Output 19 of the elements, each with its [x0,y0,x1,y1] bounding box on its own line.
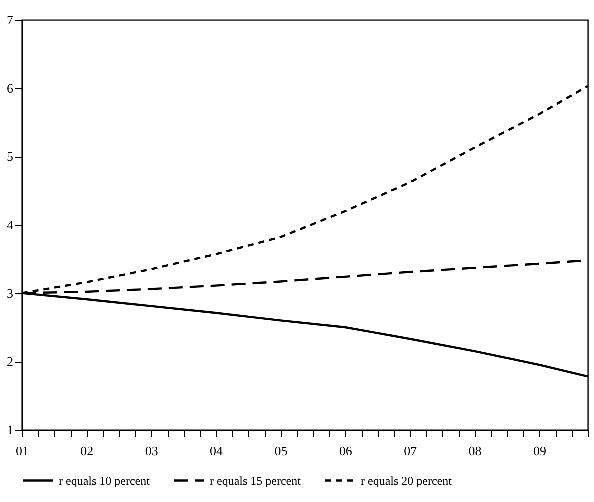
y-tick-label: 4 [7,218,14,232]
y-tick-label: 3 [7,286,14,301]
y-tick-label: 1 [7,422,14,438]
x-tick-label: 08 [468,444,482,458]
x-tick-label: 01 [16,444,29,458]
x-tick-label: 03 [145,444,158,458]
y-tick-label: 7 [7,12,14,28]
x-tick-label: 09 [533,444,546,458]
x-tick-label: 05 [274,444,288,458]
legend-label: r equals 20 percent [361,474,453,488]
legend-label: r equals 15 percent [210,474,302,488]
y-tick-label: 2 [7,354,14,370]
x-tick-label: 04 [210,444,224,458]
y-tick-label: 5 [7,149,14,164]
legend-label: r equals 10 percent [59,474,151,488]
x-tick-label: 02 [80,444,94,458]
y-tick-label: 6 [7,80,14,96]
x-tick-label: 07 [404,444,418,458]
x-tick-label: 06 [339,444,353,458]
